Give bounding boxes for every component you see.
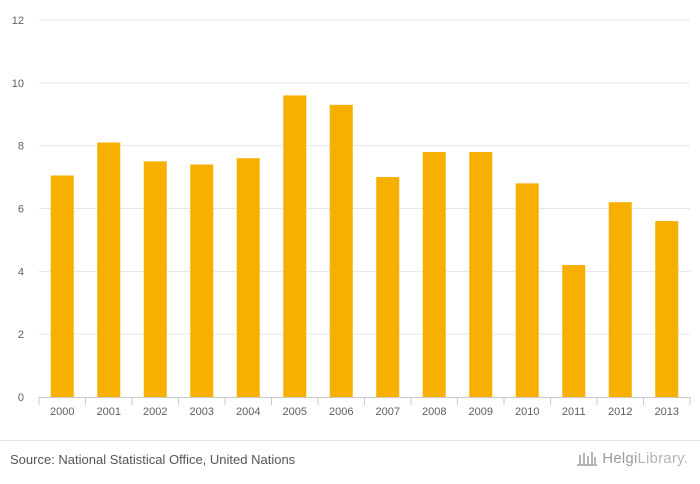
source-note: Source: National Statistical Office, Uni… [10,452,296,467]
y-tick-label: 6 [18,204,24,216]
bar-2011[interactable] [562,265,586,397]
x-tick-label: 2010 [515,406,539,418]
x-tick-label: 2001 [97,406,121,418]
bar-2003[interactable] [190,164,214,397]
bar-2006[interactable] [329,104,353,397]
library-building-icon [577,452,598,466]
y-tick-label: 12 [12,15,24,27]
x-axis [38,397,691,405]
bar-2010[interactable] [515,183,539,397]
bar-2002[interactable] [143,161,167,397]
footer: Source: National Statistical Office, Uni… [0,440,700,484]
x-tick-label: 2007 [376,406,400,418]
x-axis-ticks: 2000 2001 2002 2003 2004 2005 2006 2007 2008 2009… [50,406,679,418]
x-tick-label: 2009 [469,406,493,418]
grid-lines [39,19,690,335]
y-axis-ticks: 0 2 4 6 8 10 12 [12,15,24,404]
bar-2009[interactable] [469,151,493,397]
x-tick-label: 2004 [236,406,260,418]
bar-2008[interactable] [422,151,446,397]
bar-2005[interactable] [283,95,307,398]
x-tick-label: 2013 [655,406,679,418]
x-tick-label: 2012 [608,406,632,418]
bar-2007[interactable] [376,177,400,397]
bar-2013[interactable] [655,221,679,397]
y-tick-label: 8 [18,141,24,153]
bar-2000[interactable] [50,175,74,397]
bar-2001[interactable] [97,142,121,397]
x-tick-label: 2002 [143,406,167,418]
helgi-library-logo[interactable]: HelgiLibrary. [576,449,688,467]
bar-2004[interactable] [236,158,260,397]
x-tick-label: 2008 [422,406,446,418]
y-tick-label: 10 [12,78,24,90]
x-tick-label: 2006 [329,406,353,418]
bar-2012[interactable] [608,202,632,397]
logo-main-text: Helgi [602,449,638,467]
x-tick-label: 2003 [190,406,214,418]
x-tick-label: 2005 [283,406,307,418]
x-tick-label: 2011 [562,406,586,418]
y-tick-label: 0 [18,392,24,404]
y-tick-label: 4 [18,266,24,278]
x-tick-label: 2000 [50,406,74,418]
bars [50,95,679,398]
logo-suffix-text: Library. [637,449,688,467]
y-tick-label: 2 [18,329,24,341]
